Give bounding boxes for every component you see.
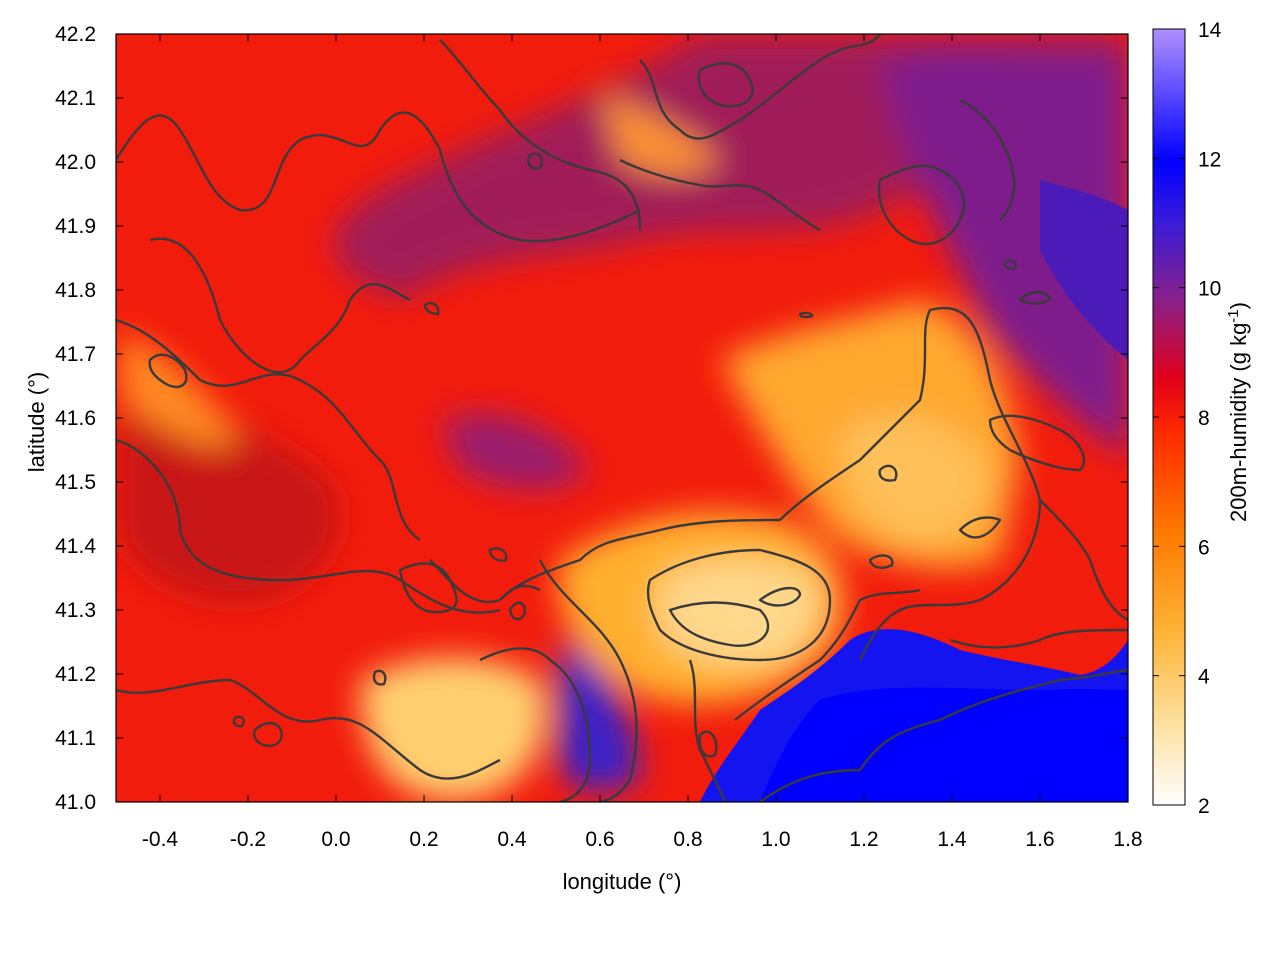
contour-line (116, 111, 641, 243)
contour-line (698, 730, 718, 758)
contour-line (878, 464, 898, 482)
contour-line (372, 669, 387, 686)
contour-line (688, 659, 727, 802)
x-tick-label: 1.8 (1113, 828, 1142, 851)
contour-line (758, 586, 802, 607)
humidity-heatmap (116, 34, 1128, 802)
contour-line (734, 588, 921, 721)
y-tick-label: 41.5 (55, 471, 96, 494)
colorbar-tick-label: 10 (1198, 278, 1221, 301)
contour-line (149, 237, 411, 374)
contour-line (488, 547, 508, 562)
y-tick-label: 42.0 (55, 151, 96, 174)
contour-line (759, 668, 1128, 802)
contour-line (959, 98, 1016, 221)
contour-line (988, 414, 1086, 472)
contour-line (232, 715, 245, 728)
x-tick-label: -0.2 (230, 828, 266, 851)
x-tick-label: 1.6 (1025, 828, 1054, 851)
y-tick-label: 41.8 (55, 279, 96, 302)
contour-line (639, 34, 882, 140)
x-tick-label: 1.2 (849, 828, 878, 851)
y-tick-label: 41.9 (55, 215, 96, 238)
contour-line (508, 601, 527, 621)
x-tick-label: 0.4 (497, 828, 527, 851)
contour-line (697, 62, 754, 108)
contour-line (1039, 499, 1128, 622)
contour-line (798, 311, 814, 319)
contour-line (398, 562, 458, 614)
contour-lines (116, 34, 1128, 802)
contour-line (148, 353, 188, 389)
x-axis-tick-labels: -0.4 -0.2 0.0 0.2 0.4 0.6 0.8 1.0 1.2 1.4 1.6 1.8 (142, 828, 1143, 851)
contour-line (668, 601, 770, 647)
colorbar-ticks (1153, 28, 1185, 806)
contour-line (499, 518, 781, 601)
y-tick-label: 41.4 (55, 535, 96, 558)
x-tick-label: -0.4 (142, 828, 179, 851)
contour-line (868, 554, 894, 569)
contour-line (779, 307, 1042, 661)
y-tick-label: 42.1 (55, 87, 96, 110)
colorbar-tick-label: 8 (1198, 407, 1210, 430)
contour-line (439, 39, 642, 231)
x-axis-ticks (159, 34, 1129, 802)
contour-line (646, 548, 832, 662)
contour-line (1018, 291, 1052, 305)
contour-line (116, 438, 501, 614)
y-tick-label: 42.2 (55, 23, 96, 46)
colorbar-tick-label: 6 (1198, 536, 1210, 559)
y-axis-title: latitude (°) (24, 372, 49, 473)
y-tick-label: 41.3 (55, 599, 96, 622)
contour-line (116, 678, 501, 780)
contour-line (877, 164, 966, 246)
y-tick-label: 41.6 (55, 407, 96, 430)
colorbar-tick-label: 4 (1198, 666, 1210, 689)
colorbar-tick-label: 2 (1198, 795, 1210, 818)
x-axis-title: longitude (°) (563, 869, 682, 894)
y-axis-ticks (116, 33, 1128, 803)
contour-line (479, 647, 592, 802)
colorbar-title: 200m-humidity (g kg-1) (1225, 302, 1251, 522)
contour-line (423, 301, 440, 316)
contour-line (619, 158, 821, 232)
contour-line (527, 152, 544, 170)
contour-line (538, 559, 638, 802)
contour-line (1003, 259, 1017, 270)
x-tick-label: 1.4 (937, 828, 967, 851)
x-tick-label: 0.2 (409, 828, 438, 851)
y-tick-label: 41.1 (55, 727, 96, 750)
contour-line (252, 721, 284, 748)
contour-line (429, 559, 541, 604)
contour-line (958, 516, 1002, 539)
colorbar-tick-label: 14 (1198, 19, 1222, 42)
x-tick-label: 0.6 (585, 828, 614, 851)
x-tick-label: 0.8 (673, 828, 702, 851)
y-axis-tick-labels: 41.0 41.1 41.2 41.3 41.4 41.5 41.6 41.7 41.8 41.9… (55, 23, 96, 814)
contour-line (949, 628, 1128, 649)
x-tick-label: 0.0 (321, 828, 350, 851)
y-tick-label: 41.2 (55, 663, 96, 686)
x-tick-label: 1.0 (761, 828, 790, 851)
y-tick-label: 41.7 (55, 343, 96, 366)
contour-line (116, 318, 421, 541)
colorbar-tick-labels: 2 4 6 8 10 12 14 (1198, 19, 1222, 818)
y-tick-label: 41.0 (55, 791, 96, 814)
colorbar-tick-label: 12 (1198, 148, 1221, 171)
